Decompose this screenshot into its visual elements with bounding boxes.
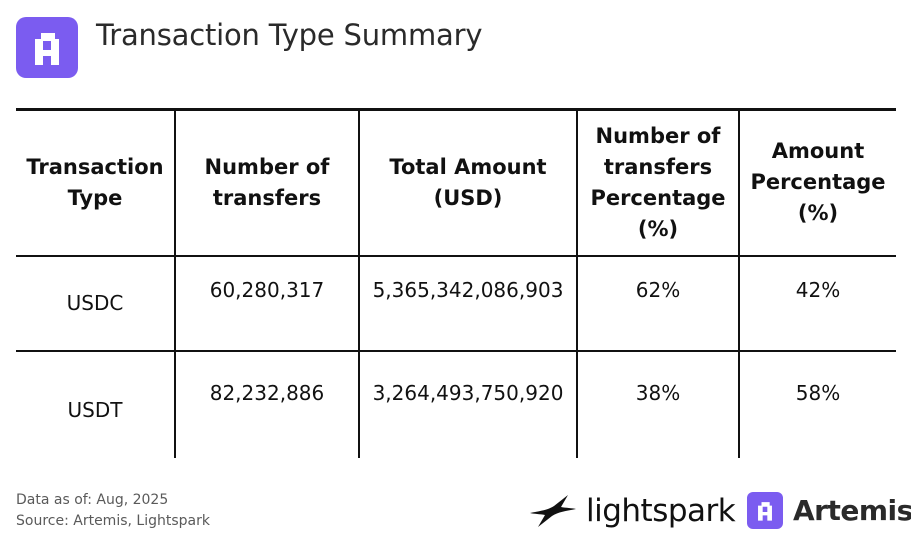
lightspark-wordmark: lightspark [586, 493, 736, 529]
cell-amount-percentage: 42% [739, 255, 896, 352]
header-line: transfers [212, 185, 322, 210]
cell-total-amount: 5,365,342,086,903 [359, 255, 578, 352]
cell-transaction-type: USDC [16, 255, 176, 352]
header-line: (%) [637, 216, 679, 241]
source-text: Source: Artemis, Lightspark [16, 513, 210, 529]
header-line: transfers [603, 154, 713, 179]
lightspark-spark-icon [530, 495, 576, 527]
header-line: (USD) [433, 185, 503, 210]
artemis-wordmark: Artemis [793, 493, 911, 527]
header-line: Type [67, 185, 123, 210]
artemis-small-logo-icon [747, 491, 783, 529]
artemis-logo: Artemis [747, 491, 911, 529]
table-row: USDT 82,232,886 3,264,493,750,920 38% 58… [16, 350, 896, 458]
cell-amount-percentage: 58% [795, 380, 841, 405]
header-line: Percentage [750, 170, 886, 195]
table-header-row: Transaction Type Number of transfers Tot… [16, 109, 896, 257]
cell-transaction-type: USDT [16, 350, 176, 458]
cell-transfers-percentage: 38% [577, 350, 740, 458]
data-as-of-text: Data as of: Aug, 2025 [16, 492, 169, 508]
cell-transfers: 82,232,886 [175, 350, 360, 458]
header-number-of-transfers: Number of transfers [175, 109, 360, 257]
cell-total-amount: 3,264,493,750,920 [359, 350, 578, 458]
header-amount-percentage: Amount Percentage (%) [739, 109, 896, 257]
transaction-summary-table: Transaction Type Number of transfers Tot… [16, 108, 896, 458]
header-line: Transaction [26, 154, 164, 179]
cell-transfers: 60,280,317 [175, 255, 360, 352]
table-row: USDC 60,280,317 5,365,342,086,903 62% 42… [16, 255, 896, 352]
artemis-small-logo-mark [758, 501, 772, 521]
header-line: Percentage [590, 185, 726, 210]
artemis-logo-icon [16, 17, 78, 78]
lightspark-logo: lightspark [528, 489, 736, 533]
header-total-amount: Total Amount (USD) [359, 109, 578, 257]
cell-transfers-percentage: 62% [577, 255, 740, 352]
header-line: (%) [797, 201, 839, 226]
header-line: Amount [771, 139, 865, 164]
header-transfers-percentage: Number of transfers Percentage (%) [577, 109, 740, 257]
header-line: Number of [204, 154, 330, 179]
footnote: Data as of: Aug, 2025 Source: Artemis, L… [16, 490, 210, 532]
header-line: Total Amount [389, 154, 547, 179]
header-transaction-type: Transaction Type [16, 109, 176, 257]
page-title: Transaction Type Summary [96, 18, 483, 52]
header-line: Number of [595, 123, 721, 148]
artemis-logo-mark [35, 33, 59, 65]
